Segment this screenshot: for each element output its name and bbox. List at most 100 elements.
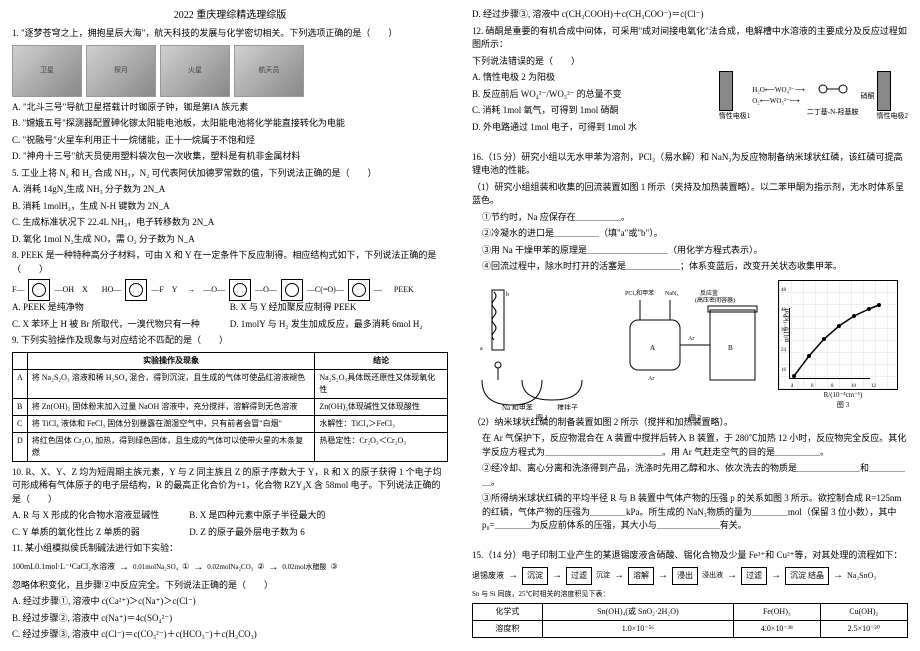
cell: Cu(OH)₂ <box>820 604 907 621</box>
q9-h0 <box>13 352 28 369</box>
electrode-label: 惰性电极2 <box>877 111 909 122</box>
q11-opt-c: C. 经过步骤③, 溶液中 c(Cl⁻)＝c(CO₃²⁻)＋c(HCO₃⁻)＋c… <box>12 628 448 642</box>
apparatus-fig2: PCl₃和甲苯 NaN₃ A B 反应釜 (高压密闭容器) Ar Ar 图 2 <box>620 280 770 410</box>
q1-img-2: 探月 <box>86 45 156 97</box>
svg-text:搅拌子: 搅拌子 <box>557 403 578 410</box>
flow-start: 100mL0.1mol·L⁻¹CaCl₂水溶液 <box>12 561 115 573</box>
flow-box: 沉淀 <box>522 567 548 585</box>
q5-opt-d: D. 氧化 1mol N₂生成 NO，需 O₂ 分子数为 N_A <box>12 233 448 247</box>
svg-text:4: 4 <box>791 384 794 389</box>
benzene-ring-icon <box>281 279 303 301</box>
q5-stem: 5. 工业上将 N₂ 和 H₂ 合成 NH₃，N₂ 可代表阿伏加德罗常数的值，下… <box>12 167 448 181</box>
molecule-label: 二丁基-N-羟基胺 <box>807 107 859 118</box>
flow-box: 过滤 <box>741 567 767 585</box>
q9-h1: 实验操作及现象 <box>27 352 315 369</box>
q12-electrolysis-diagram: 惰性电极1 H₂O⟵WO₄²⁻⟶O₂⟵WO₅²⁻⟶ 二丁基-N-羟基胺 硝酮 惰… <box>719 55 908 138</box>
q11-post: 忽略体积变化，且步骤②中反应完全。下列说法正确的是（ ） <box>12 579 448 593</box>
svg-text:Ar: Ar <box>648 376 654 382</box>
svg-text:6: 6 <box>811 384 814 389</box>
apparatus-fig1: a b Na 和甲苯 搅拌子 图 1 <box>472 280 612 410</box>
svg-text:Ar: Ar <box>688 336 694 342</box>
cell: 2.5×10⁻²⁰ <box>820 621 907 638</box>
cell: 溶度积 <box>473 621 543 638</box>
cell: Zn(OH)₂体现碱性又体现酸性 <box>315 398 448 415</box>
q15-note: Sn 与 Si 同族，25℃时相关的溶度积见下表： <box>472 589 908 600</box>
axis-label: R/(10⁻⁴cm⁻¹) <box>778 390 908 401</box>
svg-text:16: 16 <box>781 368 787 373</box>
flow-box: 溶解 <box>628 567 654 585</box>
q15-stem: 15.（14 分）电子印制工业产生的某退锡废液含硝酸、锡化合物及少量 Fe³⁺和… <box>472 549 908 563</box>
flow-add: 0.02mol水醋酸 <box>282 562 326 573</box>
q1-img-3: 火星 <box>160 45 230 97</box>
flow-box: 沉淀 结晶 <box>785 567 829 585</box>
electrode-icon <box>877 71 891 111</box>
q9-stem: 9. 下列实验操作及现象与对应结论不匹配的是（ ） <box>12 334 448 348</box>
q8-opt-c: C. X 苯环上 H 被 Br 所取代，一溴代物只有一种 <box>12 318 200 332</box>
electrode-icon <box>719 71 733 111</box>
arrow-icon: → <box>614 568 624 583</box>
q11-opt-d: D. 经过步骤③, 溶液中 c(CH₃COOH)＋c(CH₃COO⁻)＝c(Cl… <box>472 8 908 22</box>
q1-stem: 1. "逐梦苍穹之上，拥抱星辰大海"，航天科技的发展与化学密切相关。下列选项正确… <box>12 27 448 41</box>
flow-label: 沉淀 <box>596 570 610 581</box>
arrow-icon: → <box>508 568 518 583</box>
q10-opt-d: D. Z 的原子最外层电子数为 6 <box>189 526 325 540</box>
cell: 1.0×10⁻⁵⁶ <box>542 621 733 638</box>
q12-opt-b: B. 反应前后 WO₄²⁻/WO₅²⁻ 的总量不变 <box>472 88 709 102</box>
q1-opt-d: D. "神舟十三号"航天员使用塑料袋次包一次收集，塑料是有机非金属材料 <box>12 150 448 164</box>
q1-opt-c: C. "祝融号"火星车利用正十一烷储能，正十一烷属于不饱和烃 <box>12 134 448 148</box>
q12-opt-a: A. 惰性电极 2 为阳极 <box>472 71 709 85</box>
q8-x-label: F— <box>12 284 24 296</box>
q16-b1: ①节约时，Na 应保存在＿＿＿＿＿。 <box>472 211 908 225</box>
svg-text:8: 8 <box>831 384 834 389</box>
q9-table: 实验操作及现象 结论 A将 Na₂S₂O₃ 溶液和稀 H₂SO₄ 混合，得到沉淀… <box>12 352 448 462</box>
benzene-ring-icon <box>28 279 50 301</box>
exam-title: 2022 重庆理综精选理综版 <box>12 8 448 23</box>
svg-text:10: 10 <box>851 384 857 389</box>
cell: 将 TiCl₄ 液体和 FeCl₃ 固体分别暴露在潮湿空气中，只有前者会冒"白烟… <box>27 415 315 432</box>
cell: Sn(OH)₄(或 SnO₂·2H₂O) <box>542 604 733 621</box>
svg-text:NaN₃: NaN₃ <box>665 291 678 297</box>
arrow-icon: → <box>119 560 129 575</box>
fig-caption: 图 2 <box>620 413 770 424</box>
q8-opt-b: B. X 与 Y 经加聚反应制得 PEEK <box>230 301 423 315</box>
cell: 将 Zn(OH)₂ 固体粉末加入过量 NaOH 溶液中，充分搅拌，溶解得到无色溶… <box>27 398 315 415</box>
arrow-icon: → <box>833 568 843 583</box>
q10-opt-a: A. R 与 X 形成的化合物水溶液显碱性 <box>12 509 159 523</box>
q1-opt-b: B. "嫦娥五号"探测器配置砷化镓太阳能电池板，太阳能电池将化学能直接转化为电能 <box>12 117 448 131</box>
cell: B <box>13 398 28 415</box>
q16-sub1: （1）研究小组组装和收集的回流装置如图 1 所示（夹持及加热装置略）。以二苯甲酮… <box>472 181 908 208</box>
flow-box: 浸出 <box>672 567 698 585</box>
svg-text:a: a <box>480 346 483 352</box>
q1-opt-a: A. "北斗三号"导航卫星搭载计时铷原子钟，铷是第ⅠA 族元素 <box>12 101 448 115</box>
chart-fig3: 48 40 32 24 16 4 6 8 10 12 p/(10⁻¹kPa) R… <box>778 280 908 410</box>
q11-opt-b: B. 经过步骤②, 溶液中 c(Na⁺)＝4c(SO₄²⁻) <box>12 612 448 626</box>
flow-label: 浸出液 <box>702 570 723 581</box>
q16-b2: ②冷凝水的进口是＿＿＿＿＿（填"a"或"b"）。 <box>472 227 908 241</box>
flow-end: Na₂SnO₃ <box>847 570 876 582</box>
arrow-icon: → <box>727 568 737 583</box>
q8-opt-a: A. PEEK 是纯净物 <box>12 301 200 315</box>
table-row: C将 TiCl₄ 液体和 FeCl₃ 固体分别暴露在潮湿空气中，只有前者会冒"白… <box>13 415 448 432</box>
q16-diagrams: a b Na 和甲苯 搅拌子 图 1 PCl₃和甲苯 NaN₃ A B 反应釜 … <box>472 280 908 410</box>
electrode-label: 惰性电极1 <box>719 111 751 122</box>
table-row: D将红色固体 Cr₂O₃ 加热，得到绿色固体，且生成的气体可以使带火星的木条复燃… <box>13 432 448 461</box>
q16-b7: ③所得纳米球状红磷的平均半径 R 与 B 装置中气体产物的压强 p 的关系如图 … <box>472 492 908 533</box>
arrow-icon: → <box>268 560 278 575</box>
svg-text:24: 24 <box>781 348 787 353</box>
flow-add: 0.02molNa₂CO₃ <box>207 562 253 573</box>
fig-caption: 图 1 <box>472 413 612 424</box>
q12-opt-c: C. 消耗 1mol 氧气，可得到 1mol 硝酮 <box>472 104 709 118</box>
table-row: A将 Na₂S₂O₃ 溶液和稀 H₂SO₄ 混合，得到沉淀，且生成的气体可使品红… <box>13 369 448 398</box>
q16-stem: 16.（15 分）研究小组以无水甲苯为溶剂，PCl₃（易水解）和 NaN₃为反应… <box>472 151 908 178</box>
q8-structures: F——OH X HO——F Y → —O——O——C(=O)—— PEEK <box>12 279 414 301</box>
peek-label: PEEK <box>394 284 414 296</box>
svg-text:A: A <box>650 344 655 352</box>
q5-opt-c: C. 生成标准状况下 22.4L NH₃，电子转移数为 2N_A <box>12 216 448 230</box>
q16-b4: ④回流过程中，除水时打开的活塞是＿＿＿＿＿＿；体系变蓝后，改变开关状态收集甲苯。 <box>472 260 908 274</box>
cell: 水解性：TiCl₄＞FeCl₃ <box>315 415 448 432</box>
cell: C <box>13 415 28 432</box>
q16-b6: ②经冷却、离心分离和洗涤得到产品，洗涤时先用乙醇和水、依次洗去的物质是＿＿＿＿＿… <box>472 462 908 489</box>
q5-opt-b: B. 消耗 1molH₂，生成 N-H 键数为 2N_A <box>12 200 448 214</box>
q16-b5: 在 Ar 气保护下，反应物混合在 A 装置中搅拌后转入 B 装置，于 280℃加… <box>472 432 908 459</box>
q9-h2: 结论 <box>315 352 448 369</box>
